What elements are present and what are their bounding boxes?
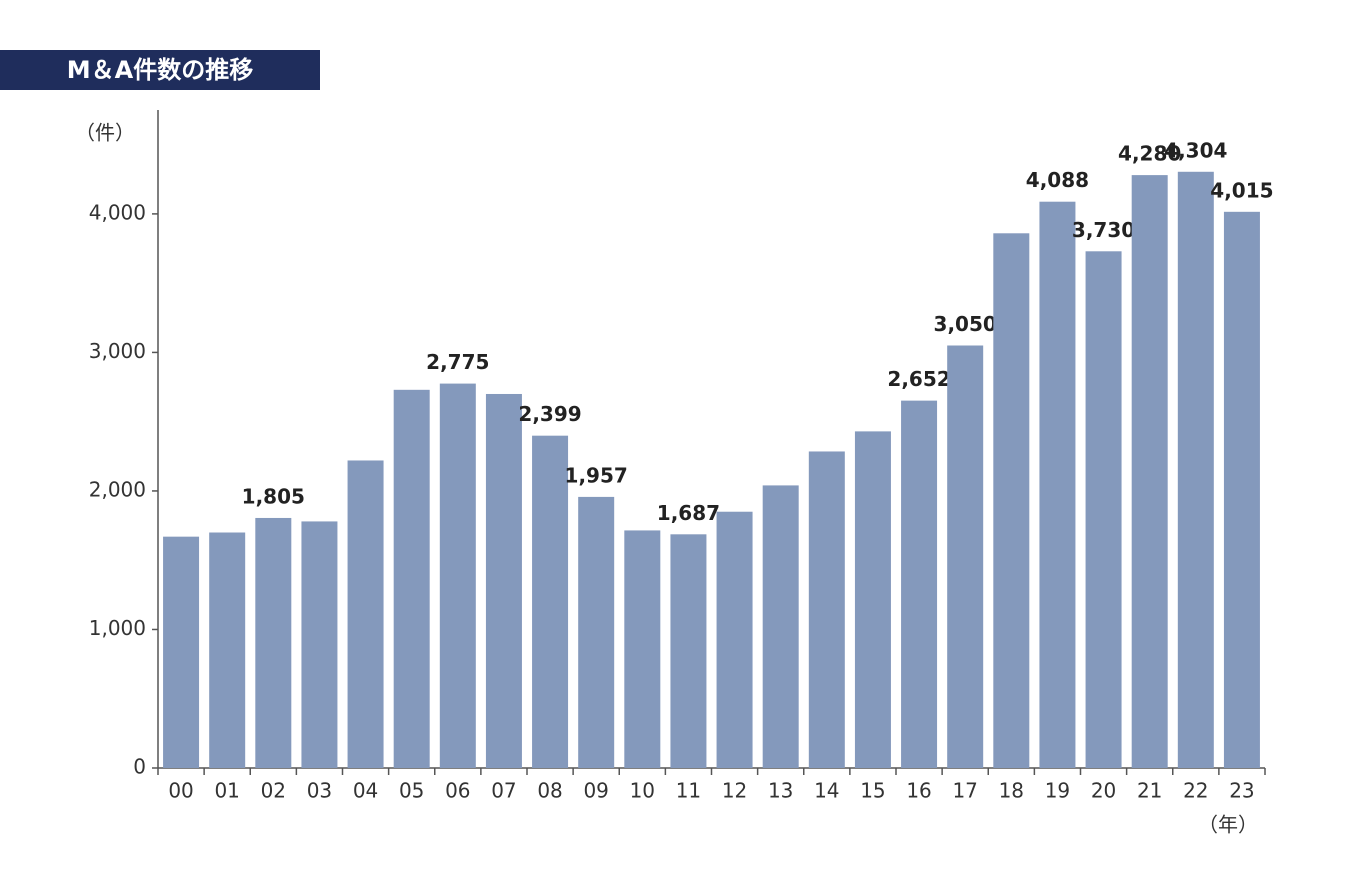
bar — [901, 400, 938, 768]
bar — [947, 345, 984, 768]
bar — [347, 460, 384, 768]
y-tick-label: 0 — [133, 755, 146, 779]
x-tick-label: 15 — [860, 779, 885, 803]
bar — [993, 233, 1030, 768]
value-label: 1,957 — [565, 463, 628, 487]
bar — [578, 496, 615, 768]
chart-title: M＆A件数の推移 — [67, 56, 253, 84]
x-tick-label: 17 — [952, 779, 977, 803]
x-tick-label: 04 — [353, 779, 378, 803]
x-tick-label: 02 — [261, 779, 286, 803]
bar — [716, 511, 753, 768]
bar — [1131, 175, 1168, 768]
bar — [1177, 171, 1214, 769]
x-tick-label: 10 — [630, 779, 655, 803]
x-tick-label: 09 — [583, 779, 608, 803]
bar — [532, 435, 569, 768]
x-tick-label: 05 — [399, 779, 424, 803]
bar — [1039, 201, 1076, 769]
value-label: 4,304 — [1164, 138, 1227, 162]
value-label: 3,050 — [934, 312, 997, 336]
bar — [624, 530, 661, 768]
y-tick-label: 4,000 — [89, 200, 146, 224]
value-label: 4,088 — [1026, 168, 1089, 192]
value-label: 1,805 — [242, 484, 305, 508]
x-tick-label: 00 — [168, 779, 193, 803]
x-tick-label: 11 — [676, 779, 701, 803]
bar — [808, 451, 845, 768]
x-tick-label: 14 — [814, 779, 839, 803]
value-label: 1,687 — [657, 501, 720, 525]
x-tick-label: 06 — [445, 779, 470, 803]
bar — [439, 383, 476, 768]
value-label: 3,730 — [1072, 218, 1135, 242]
bar — [393, 389, 430, 768]
value-label: 4,280 — [1118, 142, 1181, 166]
x-tick-label: 18 — [999, 779, 1024, 803]
x-tick-label: 07 — [491, 779, 516, 803]
x-tick-label: 23 — [1229, 779, 1254, 803]
x-tick-label: 03 — [307, 779, 332, 803]
bar — [163, 536, 200, 768]
x-tick-label: 16 — [906, 779, 931, 803]
value-label: 2,399 — [518, 402, 581, 426]
bar — [1085, 251, 1122, 768]
bar — [1223, 211, 1260, 769]
bar — [209, 532, 246, 768]
bar — [762, 485, 799, 768]
y-tick-label: 1,000 — [89, 616, 146, 640]
value-label: 4,015 — [1210, 178, 1273, 202]
x-tick-label: 08 — [537, 779, 562, 803]
y-unit: （件） — [75, 121, 135, 145]
bar — [301, 521, 338, 768]
x-tick-label: 01 — [214, 779, 239, 803]
x-tick-label: 22 — [1183, 779, 1208, 803]
x-tick-label: 21 — [1137, 779, 1162, 803]
bar — [670, 534, 707, 768]
bar — [485, 393, 522, 768]
bar — [255, 517, 292, 768]
x-tick-label: 13 — [768, 779, 793, 803]
x-unit: （年） — [1198, 813, 1258, 837]
title-banner — [0, 50, 320, 90]
x-tick-label: 19 — [1045, 779, 1070, 803]
value-label: 2,775 — [426, 350, 489, 374]
value-label: 2,652 — [887, 367, 950, 391]
bar — [854, 431, 891, 768]
x-tick-label: 20 — [1091, 779, 1116, 803]
y-tick-label: 2,000 — [89, 477, 146, 501]
x-tick-label: 12 — [722, 779, 747, 803]
y-tick-label: 3,000 — [89, 339, 146, 363]
